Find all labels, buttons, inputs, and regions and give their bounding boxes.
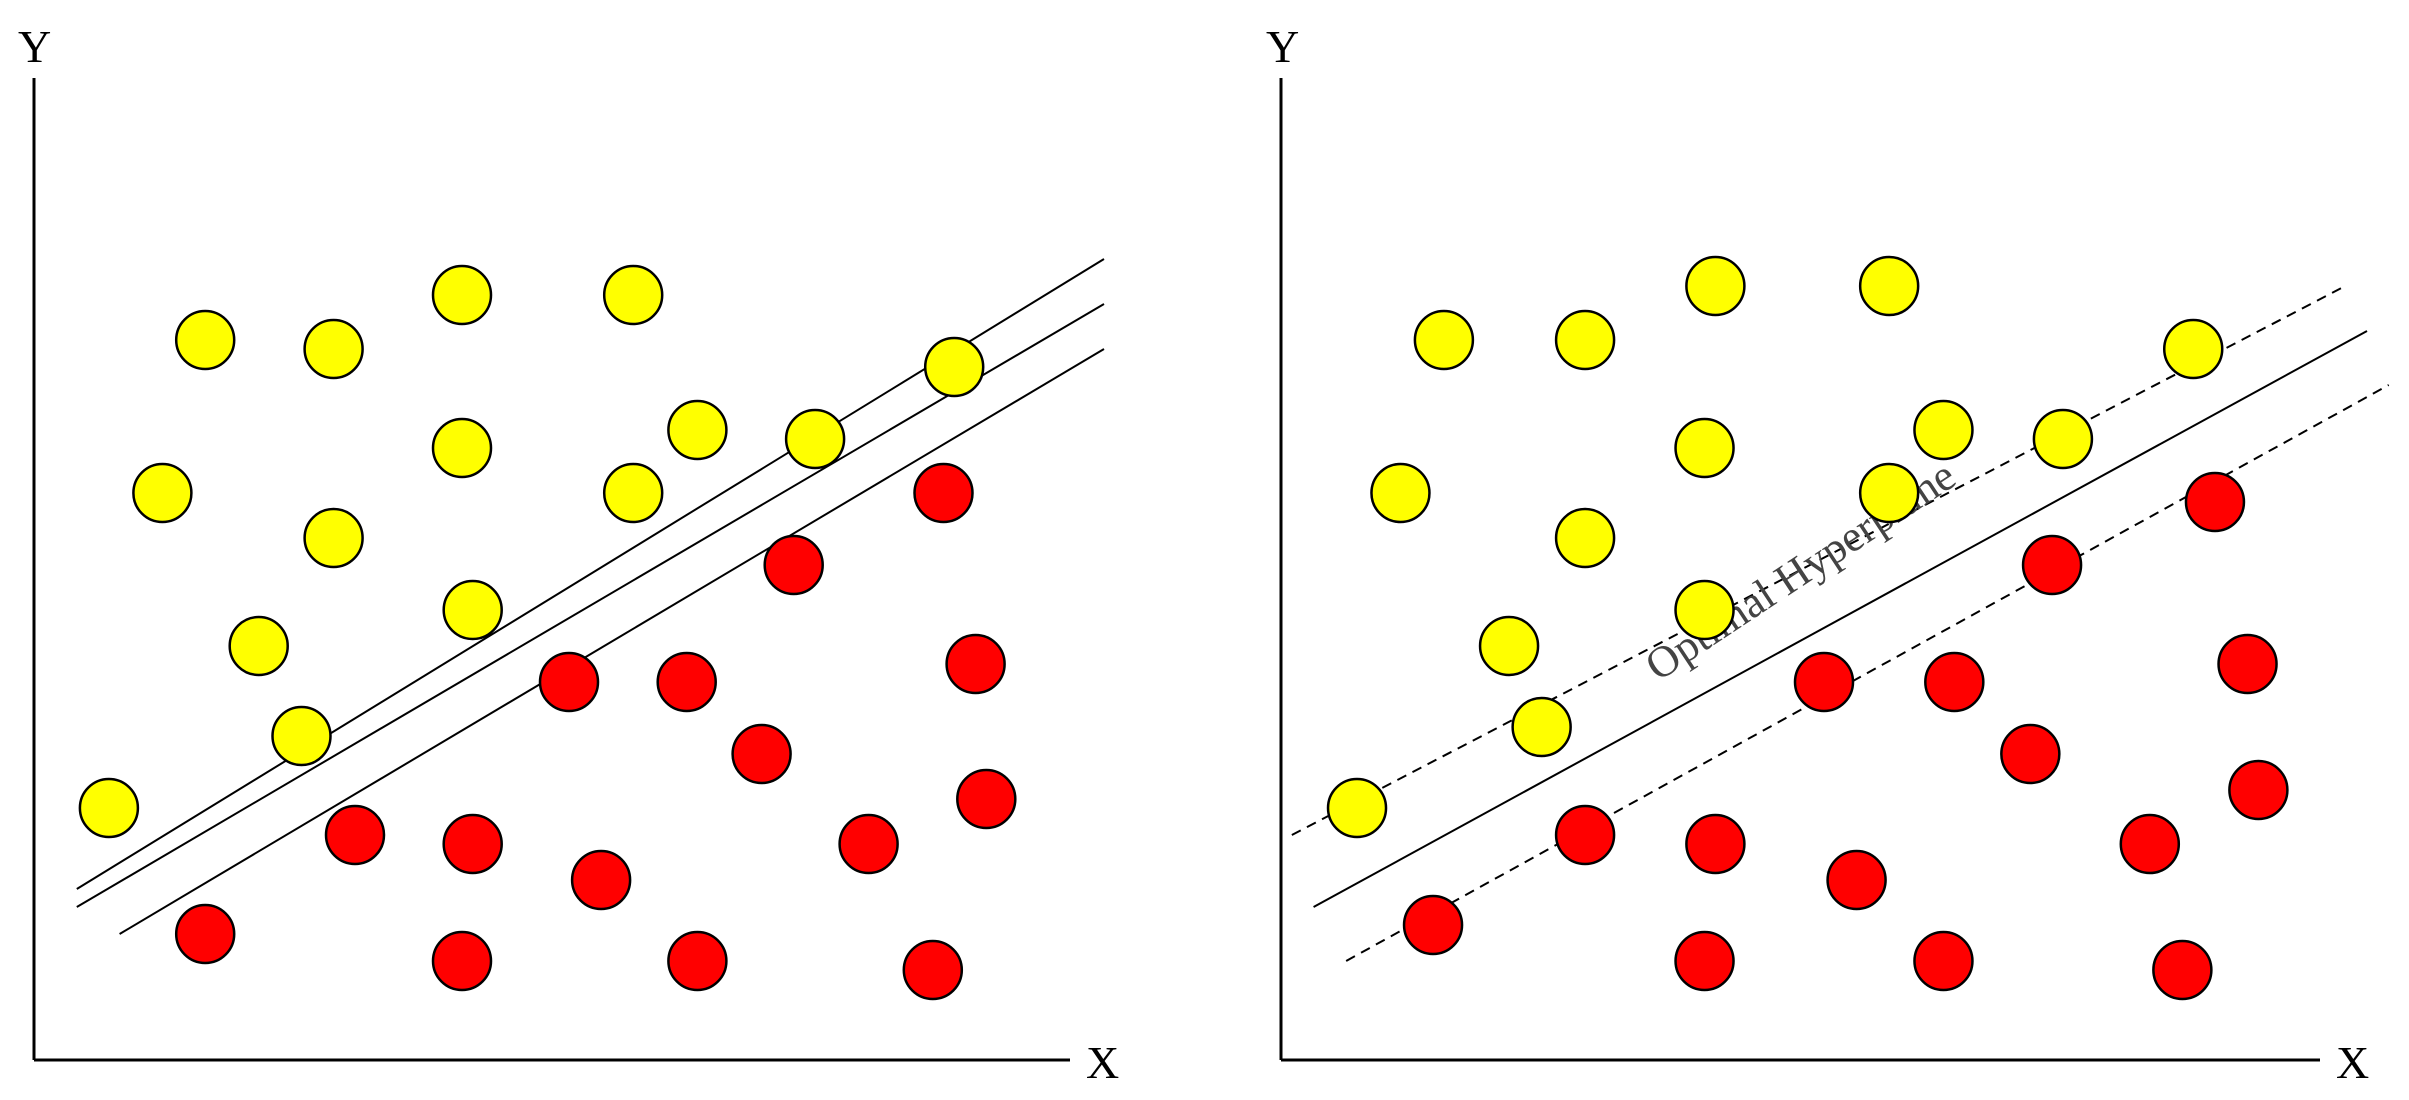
left-yellow-point-2 (431, 264, 493, 326)
left-red-point-2 (538, 651, 600, 713)
right-yellow-point-7 (1674, 417, 1735, 479)
right-data-points (1326, 255, 2289, 1001)
left-y-axis-label: Y (18, 21, 51, 72)
right-yellow-point-12 (1674, 579, 1735, 641)
right-red-point-7 (1554, 804, 1616, 866)
panel-multiple-separators: Y X (18, 21, 1119, 1088)
right-yellow-point-9 (1913, 399, 1974, 461)
left-red-point-5 (731, 723, 792, 785)
right-yellow-point-11 (1478, 615, 1540, 677)
right-yellow-point-10 (2032, 408, 2094, 470)
right-separator-line-0 (1313, 330, 2368, 908)
left-yellow-point-13 (271, 705, 332, 767)
right-yellow-point-13 (1511, 696, 1572, 758)
left-yellow-point-8 (602, 462, 664, 524)
panel-optimal-hyperplane: Y X Optimal Hyperplane (1266, 21, 2390, 1088)
right-red-point-0 (2184, 471, 2246, 533)
right-red-point-2 (1793, 651, 1855, 713)
right-red-point-13 (1913, 930, 1974, 992)
right-red-point-3 (1924, 651, 1985, 713)
right-yellow-point-1 (1554, 309, 1616, 371)
left-red-point-8 (442, 813, 503, 875)
right-red-point-8 (1685, 813, 1746, 875)
left-red-point-7 (324, 804, 386, 866)
left-yellow-point-3 (602, 264, 664, 326)
left-yellow-point-7 (431, 417, 493, 479)
right-red-point-5 (2000, 723, 2061, 785)
left-yellow-point-1 (303, 318, 364, 380)
left-yellow-point-11 (228, 615, 289, 677)
right-red-point-14 (2152, 939, 2213, 1001)
left-yellow-point-4 (923, 336, 985, 398)
right-yellow-point-14 (1326, 777, 1388, 839)
right-yellow-point-2 (1685, 255, 1746, 317)
right-red-point-10 (2119, 813, 2181, 875)
left-x-axis-label: X (1086, 1037, 1119, 1088)
left-red-point-10 (838, 813, 899, 875)
right-margin-line-1 (1291, 285, 2346, 836)
left-red-point-14 (902, 939, 964, 1001)
left-yellow-point-5 (132, 462, 193, 524)
right-red-point-6 (2228, 759, 2289, 821)
right-red-point-4 (2217, 633, 2278, 695)
left-red-point-6 (956, 768, 1017, 830)
left-red-point-4 (945, 633, 1006, 695)
right-x-axis-label: X (2336, 1037, 2369, 1088)
right-yellow-point-8 (1858, 462, 1920, 524)
left-separator-line-2 (119, 348, 1105, 935)
left-yellow-point-14 (78, 777, 140, 839)
right-red-point-12 (1674, 930, 1735, 992)
left-yellow-point-10 (784, 408, 846, 470)
left-red-point-13 (667, 930, 728, 992)
left-red-point-12 (431, 930, 493, 992)
right-yellow-point-3 (1858, 255, 1920, 317)
left-yellow-point-0 (174, 309, 236, 371)
right-yellow-point-0 (1413, 309, 1475, 371)
right-yellow-point-5 (1370, 462, 1431, 524)
left-red-point-9 (570, 849, 632, 911)
right-red-point-11 (1402, 894, 1464, 956)
right-yellow-point-4 (2162, 318, 2224, 380)
left-red-point-0 (913, 462, 974, 524)
left-separator-line-1 (76, 303, 1105, 908)
left-yellow-point-12 (442, 579, 503, 641)
left-yellow-point-6 (303, 507, 364, 569)
right-red-point-9 (1826, 849, 1887, 911)
left-red-point-11 (174, 903, 236, 965)
right-red-point-1 (2021, 534, 2083, 596)
left-yellow-point-9 (667, 399, 728, 461)
left-red-point-3 (656, 651, 717, 713)
left-data-points (78, 264, 1017, 1001)
right-y-axis-label: Y (1266, 21, 1299, 72)
left-red-point-1 (763, 534, 824, 596)
right-yellow-point-6 (1554, 507, 1616, 569)
